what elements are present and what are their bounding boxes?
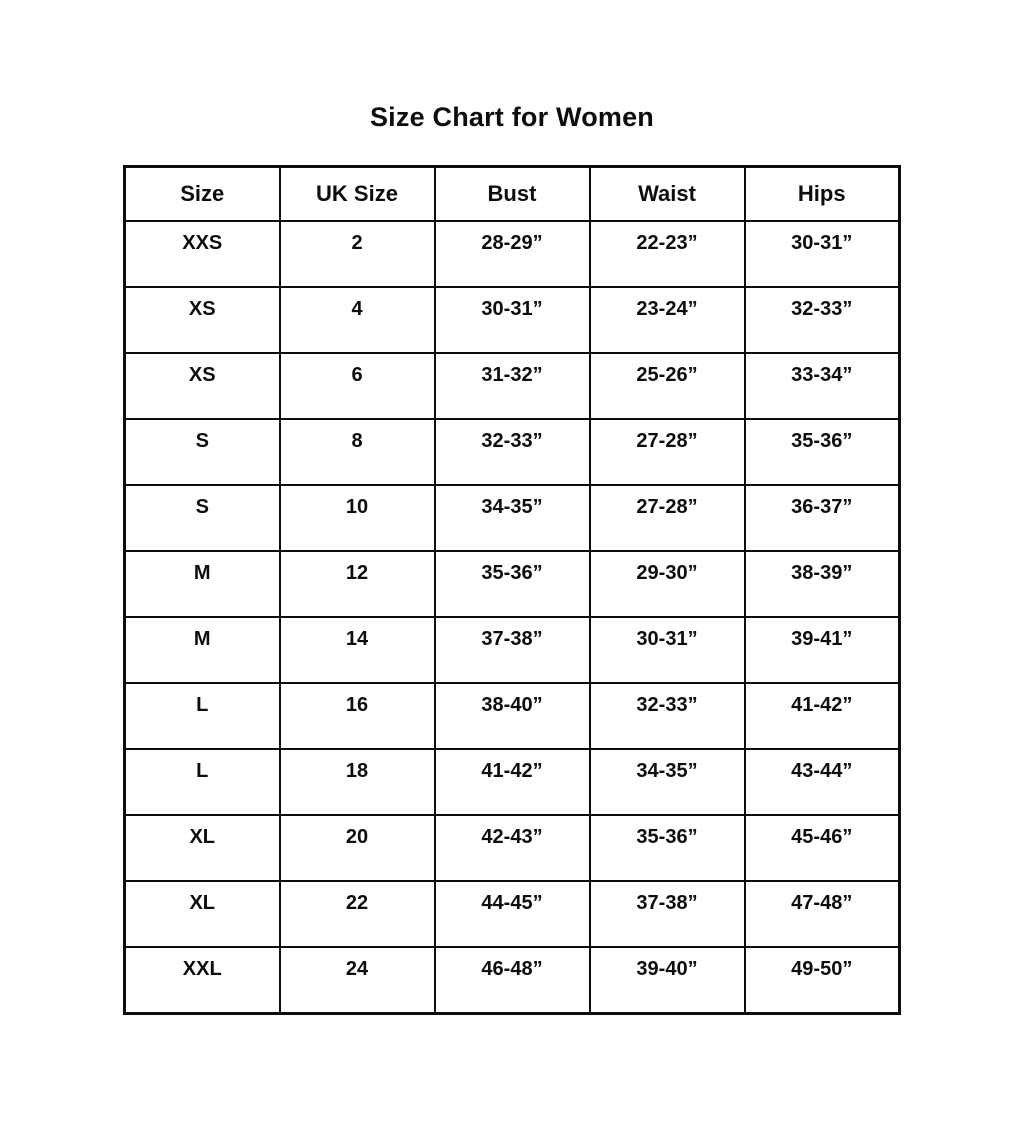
table-cell: L — [123, 682, 281, 750]
table-cell: 41-42” — [743, 682, 901, 750]
table-cell: 39-41” — [743, 616, 901, 684]
page-title: Size Chart for Women — [369, 102, 655, 132]
table-cell: 14 — [278, 616, 436, 684]
header-cell-hips: Hips — [743, 165, 901, 222]
table-cell: 43-44” — [743, 748, 901, 816]
table-header: Size UK Size Bust Waist Hips — [123, 165, 901, 222]
table-cell: 34-35” — [588, 748, 746, 816]
table-cell: 2 — [278, 220, 436, 288]
table-row: XS 4 30-31” 23-24” 32-33” — [123, 286, 901, 354]
table-row: M 14 37-38” 30-31” 39-41” — [123, 616, 901, 684]
table-cell: 33-34” — [743, 352, 901, 420]
table-row: XXL 24 46-48” 39-40” 49-50” — [123, 946, 901, 1015]
table-cell: 30-31” — [743, 220, 901, 288]
table-cell: 32-33” — [588, 682, 746, 750]
table-row: L 18 41-42” 34-35” 43-44” — [123, 748, 901, 816]
header-cell-waist: Waist — [588, 165, 746, 222]
table-row: M 12 35-36” 29-30” 38-39” — [123, 550, 901, 618]
table-cell: 39-40” — [588, 946, 746, 1015]
table-row: XL 20 42-43” 35-36” 45-46” — [123, 814, 901, 882]
table-cell: 37-38” — [433, 616, 591, 684]
table-body: XXS 2 28-29” 22-23” 30-31” XS 4 30-31” 23-24” 32-… — [123, 220, 901, 1015]
table-row: S 8 32-33” 27-28” 35-36” — [123, 418, 901, 486]
table-cell: M — [123, 550, 281, 618]
table-cell: 8 — [278, 418, 436, 486]
table-cell: 36-37” — [743, 484, 901, 552]
table-cell: XL — [123, 814, 281, 882]
table-cell: 18 — [278, 748, 436, 816]
table-cell: 22 — [278, 880, 436, 948]
table-cell: S — [123, 418, 281, 486]
table-cell: 29-30” — [588, 550, 746, 618]
table-cell: 41-42” — [433, 748, 591, 816]
table-cell: 10 — [278, 484, 436, 552]
header-cell-size: Size — [123, 165, 281, 222]
table-cell: 31-32” — [433, 352, 591, 420]
table-cell: 47-48” — [743, 880, 901, 948]
table-row: S 10 34-35” 27-28” 36-37” — [123, 484, 901, 552]
table-row: XL 22 44-45” 37-38” 47-48” — [123, 880, 901, 948]
table-cell: 32-33” — [433, 418, 591, 486]
table-cell: 34-35” — [433, 484, 591, 552]
table-cell: XL — [123, 880, 281, 948]
table-cell: 35-36” — [588, 814, 746, 882]
table-cell: 46-48” — [433, 946, 591, 1015]
table-cell: 35-36” — [433, 550, 591, 618]
table-cell: 22-23” — [588, 220, 746, 288]
table-cell: XXS — [123, 220, 281, 288]
table-cell: 38-40” — [433, 682, 591, 750]
table-cell: 42-43” — [433, 814, 591, 882]
table-cell: 30-31” — [433, 286, 591, 354]
table-cell: 12 — [278, 550, 436, 618]
table-cell: 28-29” — [433, 220, 591, 288]
table-cell: 30-31” — [588, 616, 746, 684]
table-row: L 16 38-40” 32-33” 41-42” — [123, 682, 901, 750]
table-cell: 44-45” — [433, 880, 591, 948]
table-row: XS 6 31-32” 25-26” 33-34” — [123, 352, 901, 420]
table-cell: 20 — [278, 814, 436, 882]
table-cell: 32-33” — [743, 286, 901, 354]
table-cell: 25-26” — [588, 352, 746, 420]
table-header-row: Size UK Size Bust Waist Hips — [123, 165, 901, 222]
table-cell: 27-28” — [588, 484, 746, 552]
table-cell: 6 — [278, 352, 436, 420]
table-row: XXS 2 28-29” 22-23” 30-31” — [123, 220, 901, 288]
table-cell: 35-36” — [743, 418, 901, 486]
table-cell: 23-24” — [588, 286, 746, 354]
table-cell: M — [123, 616, 281, 684]
table-cell: 16 — [278, 682, 436, 750]
header-cell-bust: Bust — [433, 165, 591, 222]
table-cell: 37-38” — [588, 880, 746, 948]
table-cell: 38-39” — [743, 550, 901, 618]
table-cell: 24 — [278, 946, 436, 1015]
table-cell: XXL — [123, 946, 281, 1015]
table-cell: S — [123, 484, 281, 552]
table-cell: XS — [123, 286, 281, 354]
table-cell: 45-46” — [743, 814, 901, 882]
table-cell: XS — [123, 352, 281, 420]
header-cell-uk-size: UK Size — [278, 165, 436, 222]
size-chart-table: Size UK Size Bust Waist Hips XXS 2 28-29” 22-23… — [123, 165, 901, 1015]
table-cell: 49-50” — [743, 946, 901, 1015]
table-cell: 27-28” — [588, 418, 746, 486]
table-cell: L — [123, 748, 281, 816]
table-cell: 4 — [278, 286, 436, 354]
